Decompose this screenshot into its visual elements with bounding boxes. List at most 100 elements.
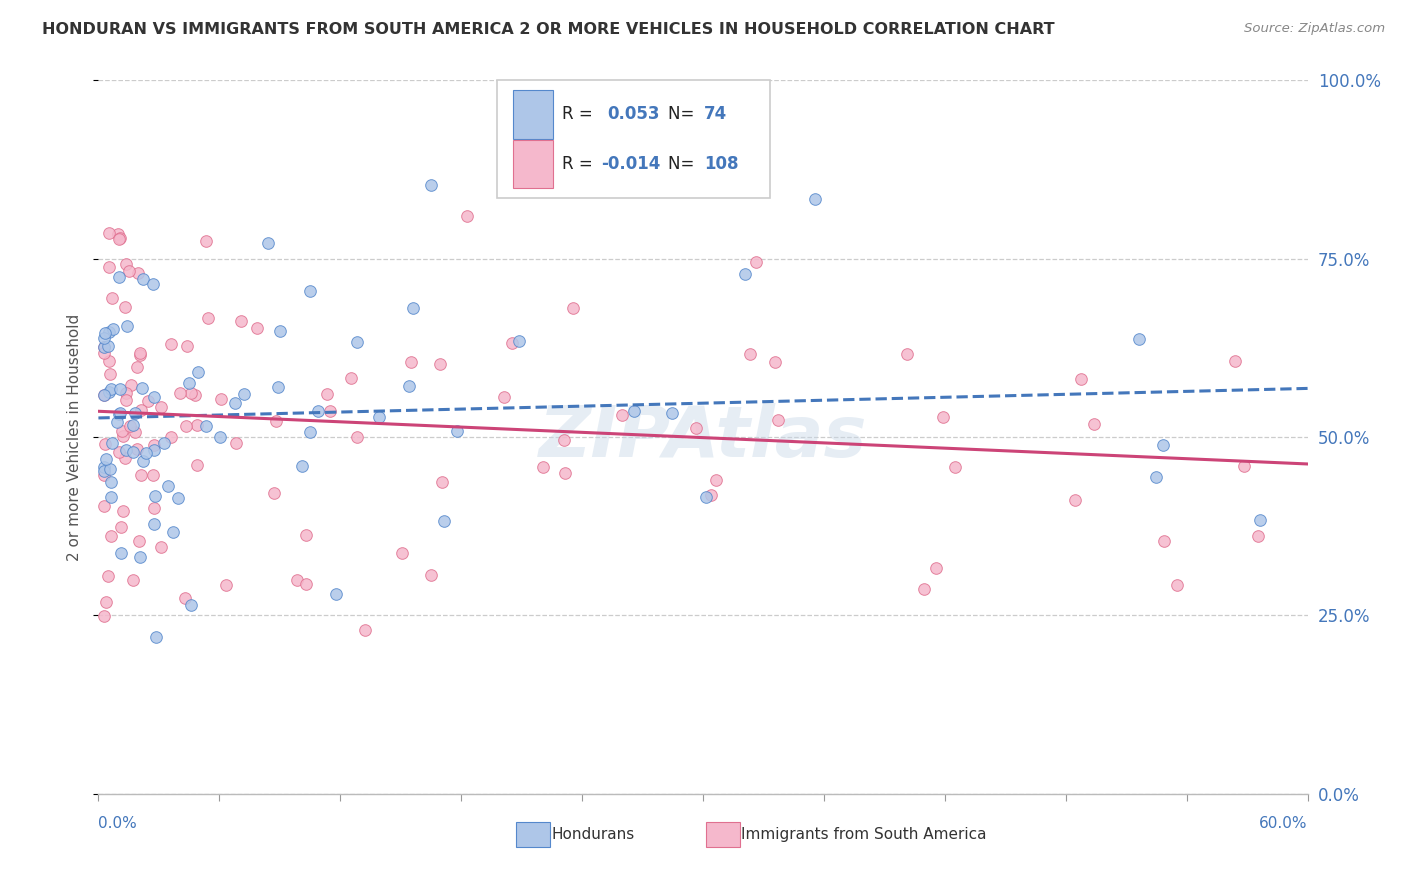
Text: ZIPAtlas: ZIPAtlas: [538, 402, 868, 472]
Point: [319, 404, 342, 418]
Point: [160, 430, 183, 444]
Point: [93, 340, 115, 354]
Point: [346, 430, 368, 444]
Point: [108, 445, 131, 459]
Point: [1166, 578, 1188, 592]
Point: [105, 415, 128, 429]
Point: [127, 442, 149, 457]
Point: [97, 325, 120, 339]
Point: [1070, 372, 1092, 386]
Point: [142, 442, 165, 457]
FancyBboxPatch shape: [513, 90, 553, 138]
Point: [167, 491, 190, 506]
Point: [763, 355, 786, 369]
Point: [128, 348, 150, 362]
Point: [398, 379, 420, 393]
Point: [298, 425, 321, 439]
Point: [129, 468, 152, 483]
Point: [554, 466, 576, 480]
Text: N=: N=: [668, 105, 700, 123]
Point: [143, 500, 166, 515]
Text: 74: 74: [704, 105, 727, 123]
Point: [1144, 470, 1167, 484]
Point: [391, 546, 413, 560]
Point: [169, 385, 191, 400]
Point: [246, 321, 269, 335]
Point: [114, 393, 136, 408]
Point: [93, 340, 115, 354]
Point: [225, 436, 247, 450]
Point: [93, 609, 115, 624]
Point: [896, 347, 918, 361]
Point: [531, 459, 554, 474]
Point: [98, 368, 121, 382]
Point: [943, 460, 966, 475]
Point: [368, 410, 391, 425]
Point: [508, 334, 530, 348]
Point: [456, 209, 478, 223]
Point: [96, 594, 118, 608]
Point: [700, 488, 723, 502]
Point: [108, 231, 131, 245]
Point: [145, 630, 167, 644]
Point: [685, 421, 707, 435]
Point: [209, 392, 232, 407]
Text: Hondurans: Hondurans: [551, 827, 634, 841]
Point: [1223, 353, 1246, 368]
Point: [100, 475, 122, 490]
Point: [108, 270, 131, 285]
Point: [180, 598, 202, 612]
Point: [734, 268, 756, 282]
Point: [114, 301, 136, 315]
Point: [143, 489, 166, 503]
Point: [1083, 417, 1105, 431]
Point: [110, 382, 132, 396]
Text: 60.0%: 60.0%: [1260, 816, 1308, 831]
Point: [114, 451, 136, 466]
Point: [501, 336, 523, 351]
Point: [110, 546, 132, 560]
Point: [160, 336, 183, 351]
Point: [127, 266, 149, 280]
Point: [124, 425, 146, 439]
Point: [1249, 513, 1271, 527]
Point: [346, 335, 368, 350]
Point: [353, 623, 375, 637]
Text: Source: ZipAtlas.com: Source: ZipAtlas.com: [1244, 22, 1385, 36]
Point: [129, 403, 152, 417]
Point: [932, 410, 955, 425]
Point: [197, 311, 219, 326]
Point: [623, 404, 645, 418]
Point: [208, 429, 231, 443]
Point: [93, 388, 115, 402]
Point: [295, 528, 318, 542]
Point: [187, 365, 209, 379]
Point: [143, 438, 166, 452]
Point: [315, 387, 337, 401]
Point: [132, 453, 155, 467]
Text: R =: R =: [561, 105, 598, 123]
Point: [115, 319, 138, 334]
Point: [96, 339, 118, 353]
Point: [96, 452, 118, 467]
Point: [295, 577, 318, 591]
Point: [107, 227, 129, 241]
Text: 108: 108: [704, 155, 738, 173]
Point: [93, 464, 115, 478]
FancyBboxPatch shape: [498, 80, 769, 198]
Point: [420, 178, 443, 192]
Point: [263, 485, 285, 500]
Point: [93, 460, 115, 475]
Point: [285, 574, 308, 588]
Point: [291, 459, 314, 474]
Point: [153, 435, 176, 450]
Point: [98, 462, 121, 476]
Point: [93, 326, 115, 340]
Point: [307, 404, 329, 418]
Point: [186, 418, 208, 433]
Text: HONDURAN VS IMMIGRANTS FROM SOUTH AMERICA 2 OR MORE VEHICLES IN HOUSEHOLD CORREL: HONDURAN VS IMMIGRANTS FROM SOUTH AMERIC…: [42, 22, 1054, 37]
Point: [1153, 533, 1175, 548]
Point: [186, 458, 208, 472]
Point: [548, 157, 571, 171]
FancyBboxPatch shape: [513, 140, 553, 188]
